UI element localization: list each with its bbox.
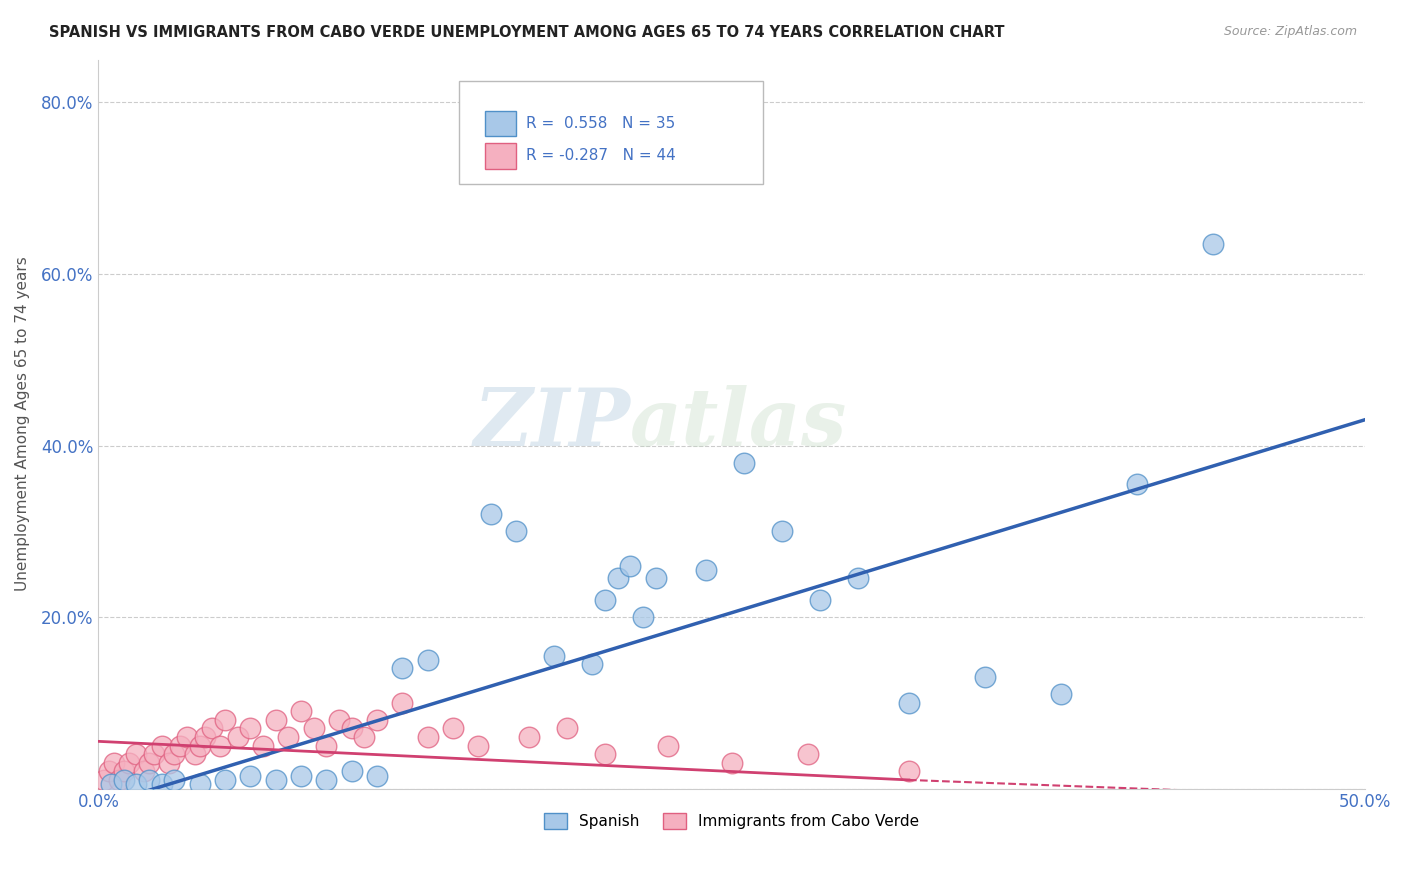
Point xyxy=(606,571,628,585)
Point xyxy=(209,739,232,753)
Point xyxy=(277,730,299,744)
Point xyxy=(188,777,211,791)
Point xyxy=(183,747,205,762)
Point xyxy=(479,507,502,521)
Y-axis label: Unemployment Among Ages 65 to 74 years: Unemployment Among Ages 65 to 74 years xyxy=(15,257,30,591)
Point xyxy=(340,764,363,779)
Point xyxy=(555,722,578,736)
Point xyxy=(657,739,679,753)
Point xyxy=(169,739,191,753)
Point xyxy=(1050,687,1073,701)
Point xyxy=(543,648,565,663)
Point xyxy=(720,756,742,770)
Point xyxy=(897,764,920,779)
Point xyxy=(112,772,135,787)
Point xyxy=(138,772,160,787)
Point xyxy=(505,524,527,539)
Point xyxy=(93,772,115,787)
Point xyxy=(593,747,616,762)
Point xyxy=(974,670,997,684)
Point xyxy=(366,769,388,783)
Legend: Spanish, Immigrants from Cabo Verde: Spanish, Immigrants from Cabo Verde xyxy=(538,807,925,836)
Point xyxy=(125,747,148,762)
Text: R = -0.287   N = 44: R = -0.287 N = 44 xyxy=(526,148,676,163)
Point xyxy=(112,764,135,779)
Point xyxy=(846,571,869,585)
FancyBboxPatch shape xyxy=(485,144,516,169)
Point xyxy=(239,769,262,783)
Point xyxy=(695,563,717,577)
Point xyxy=(1202,237,1225,252)
Point xyxy=(100,777,122,791)
Point xyxy=(226,730,249,744)
Text: SPANISH VS IMMIGRANTS FROM CABO VERDE UNEMPLOYMENT AMONG AGES 65 TO 74 YEARS COR: SPANISH VS IMMIGRANTS FROM CABO VERDE UN… xyxy=(49,25,1005,40)
Point xyxy=(467,739,489,753)
Point xyxy=(290,769,312,783)
Point xyxy=(252,739,274,753)
Point xyxy=(631,610,654,624)
FancyBboxPatch shape xyxy=(485,111,516,136)
Point xyxy=(353,730,375,744)
Point xyxy=(125,777,148,791)
Point xyxy=(132,764,155,779)
Point xyxy=(441,722,464,736)
Point xyxy=(315,739,337,753)
Point xyxy=(201,722,224,736)
Point xyxy=(214,713,236,727)
Point xyxy=(150,739,173,753)
Point xyxy=(644,571,666,585)
Point xyxy=(143,747,166,762)
Text: atlas: atlas xyxy=(630,385,848,463)
Point xyxy=(593,592,616,607)
Point xyxy=(770,524,793,539)
Point xyxy=(1126,477,1149,491)
Point xyxy=(239,722,262,736)
Point xyxy=(150,777,173,791)
Point xyxy=(138,756,160,770)
Point xyxy=(897,696,920,710)
Point xyxy=(103,756,125,770)
Point xyxy=(176,730,198,744)
Point xyxy=(194,730,217,744)
Point xyxy=(264,713,287,727)
Point xyxy=(264,772,287,787)
Point xyxy=(214,772,236,787)
Point xyxy=(328,713,350,727)
Point xyxy=(118,756,141,770)
Point xyxy=(163,747,186,762)
Point xyxy=(340,722,363,736)
Text: Source: ZipAtlas.com: Source: ZipAtlas.com xyxy=(1223,25,1357,38)
Point xyxy=(97,764,120,779)
Point xyxy=(157,756,180,770)
Point xyxy=(163,772,186,787)
Point xyxy=(391,696,413,710)
Point xyxy=(391,661,413,675)
Point xyxy=(290,704,312,718)
Text: R =  0.558   N = 35: R = 0.558 N = 35 xyxy=(526,116,676,130)
Point xyxy=(517,730,540,744)
Point xyxy=(188,739,211,753)
Point xyxy=(315,772,337,787)
Text: ZIP: ZIP xyxy=(474,385,630,463)
Point xyxy=(302,722,325,736)
Point xyxy=(581,657,603,672)
Point xyxy=(366,713,388,727)
Point xyxy=(416,730,439,744)
Point xyxy=(796,747,818,762)
FancyBboxPatch shape xyxy=(460,81,763,184)
Point xyxy=(619,558,641,573)
Point xyxy=(808,592,831,607)
Point xyxy=(416,653,439,667)
Point xyxy=(107,772,129,787)
Point xyxy=(733,456,755,470)
